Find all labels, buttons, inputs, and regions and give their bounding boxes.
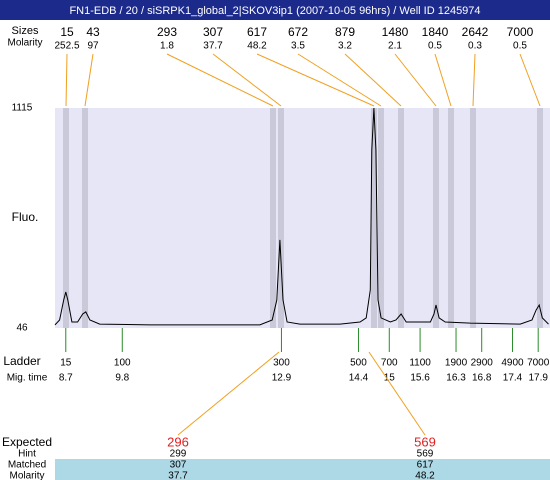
match-connector: [368, 351, 426, 436]
expected-row-label: Hint: [18, 449, 36, 460]
peak-connector: [84, 53, 94, 107]
peak-band: [378, 108, 384, 328]
ladder-size: 1100: [409, 358, 431, 369]
peak-band: [82, 108, 88, 328]
peak-connector: [394, 53, 437, 107]
matched-background: [55, 459, 550, 480]
peak-connector: [434, 53, 452, 107]
ladder-mig-time: 9.8: [115, 373, 129, 384]
ladder-size: 4900: [501, 358, 524, 369]
y-axis-label: Fluo.: [12, 210, 39, 224]
peak-molarity: 0.5: [513, 41, 527, 52]
title-bar: [0, 0, 550, 20]
ladder-mig-time: 17.4: [503, 373, 523, 384]
peak-molarity: 0.5: [428, 41, 442, 52]
peak-connector: [297, 53, 382, 107]
sizes-label: Sizes: [12, 25, 39, 37]
peak-band: [448, 108, 454, 328]
expected-row-label: Molarity: [9, 471, 44, 480]
peak-band: [398, 108, 404, 328]
peak-connector: [65, 53, 68, 107]
expected-cell: 569: [414, 434, 436, 449]
peak-band: [278, 108, 284, 328]
ladder-mig-time: 14.4: [349, 373, 369, 384]
ladder-size: 700: [381, 358, 398, 369]
peak-band: [433, 108, 439, 328]
ladder-mig-time: 15: [384, 373, 396, 384]
peak-size: 2642: [462, 25, 489, 39]
peak-molarity: 48.2: [247, 41, 267, 52]
peak-molarity: 3.2: [338, 41, 352, 52]
peak-molarity: 0.3: [468, 41, 482, 52]
title: FN1-EDB / 20 / siSRPK1_global_2|SKOV3ip1…: [69, 5, 480, 17]
peak-connector: [256, 53, 375, 107]
peak-size: 672: [288, 25, 308, 39]
expected-cell: 37.7: [168, 471, 188, 480]
peak-size: 1480: [382, 25, 409, 39]
match-connector: [177, 351, 280, 436]
peak-size: 293: [157, 25, 177, 39]
peak-molarity: 3.5: [291, 41, 305, 52]
expected-cell: 569: [417, 449, 434, 460]
peak-band: [371, 108, 377, 328]
expected-cell: 48.2: [415, 471, 435, 480]
y-tick-label: 1115: [12, 103, 33, 114]
ladder-size: 2900: [471, 358, 494, 369]
peak-connector: [472, 53, 476, 107]
peak-size: 43: [86, 25, 100, 39]
peak-band: [537, 108, 543, 328]
expected-row-label: Matched: [8, 460, 46, 471]
peak-connector: [344, 53, 402, 107]
ladder-mig-time: 8.7: [59, 373, 73, 384]
peak-size: 1840: [422, 25, 449, 39]
ladder-mig-time: 16.8: [472, 373, 492, 384]
ladder-mig-time: 17.9: [528, 373, 548, 384]
ladder-size: 15: [60, 358, 72, 369]
peak-molarity: 37.7: [203, 41, 223, 52]
molarity-label: Molarity: [7, 38, 42, 49]
peak-band: [470, 108, 476, 328]
trace: [54, 107, 549, 326]
plot-area: [55, 108, 550, 328]
expected-cell: 299: [170, 449, 187, 460]
ladder-mig-time: 15.6: [410, 373, 430, 384]
expected-cell: 307: [170, 460, 187, 471]
y-tick-label: 46: [16, 323, 28, 334]
ladder-size: 500: [350, 358, 367, 369]
ladder-mig-time: 16.3: [446, 373, 466, 384]
expected-row-label: Expected: [2, 435, 52, 449]
peak-connector: [212, 53, 282, 107]
peak-molarity: 1.8: [160, 41, 174, 52]
expected-cell: 617: [417, 460, 434, 471]
peak-molarity: 252.5: [54, 41, 79, 52]
peak-band: [270, 108, 276, 328]
mig-time-label: Mig. time: [7, 373, 48, 384]
peak-molarity: 97: [87, 41, 99, 52]
ladder-size: 300: [273, 358, 290, 369]
peak-connector: [519, 53, 541, 107]
peak-connector: [166, 53, 274, 107]
peak-size: 307: [203, 25, 223, 39]
peak-band: [63, 108, 69, 328]
ladder-size: 7000: [527, 358, 550, 369]
expected-cell: 296: [167, 434, 189, 449]
ladder-mig-time: 12.9: [272, 373, 292, 384]
peak-size: 7000: [507, 25, 534, 39]
peak-size: 15: [60, 25, 74, 39]
peak-size: 879: [335, 25, 355, 39]
ladder-size: 1900: [445, 358, 468, 369]
ladder-size: 100: [114, 358, 131, 369]
peak-molarity: 2.1: [388, 41, 402, 52]
ladder-label: Ladder: [3, 354, 40, 368]
peak-size: 617: [247, 25, 267, 39]
